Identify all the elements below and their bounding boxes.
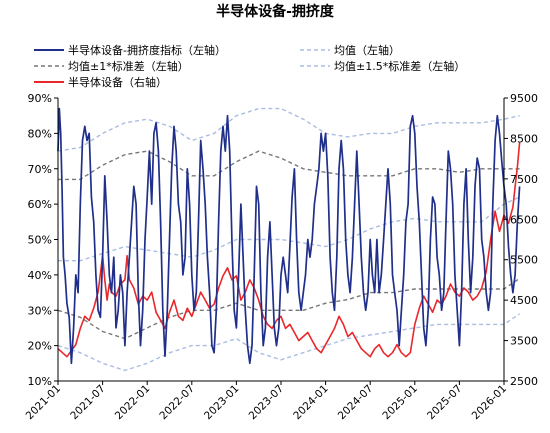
y-right-tick-label: 7500 xyxy=(510,173,538,186)
y-left-tick-label: 40% xyxy=(28,269,52,282)
y-left-tick-label: 10% xyxy=(28,375,52,388)
y-right-tick-label: 3500 xyxy=(510,335,538,348)
legend: 半导体设备-拥挤度指标（左轴） 均值（左轴） 均值±1*标准差（左轴） 均值±1.5*… xyxy=(34,43,465,89)
x-tick-label: 2025-07 xyxy=(425,383,465,423)
y-left-tick-label: 90% xyxy=(28,92,52,105)
y-left-tick-label: 50% xyxy=(28,234,52,247)
x-tick-label: 2021-01 xyxy=(24,383,64,423)
x-tick-label: 2023-01 xyxy=(202,383,242,423)
x-tick-label: 2024-01 xyxy=(291,383,331,423)
y-right-tick-label: 4500 xyxy=(510,294,538,307)
series-blue-group xyxy=(57,107,521,365)
series-line-0 xyxy=(57,107,521,365)
x-tick-label: 2022-01 xyxy=(113,383,153,423)
y-right-tick-label: 9500 xyxy=(510,92,538,105)
x-tick-label: 2022-07 xyxy=(157,383,197,423)
series-line-5 xyxy=(57,313,520,372)
x-tick-label: 2021-07 xyxy=(68,383,108,423)
legend-label-4: 半导体设备（右轴） xyxy=(68,75,167,89)
y-left-tick-label: 30% xyxy=(28,304,52,317)
y-left-tick-label: 60% xyxy=(28,198,52,211)
legend-label-3: 均值±1.5*标准差（左轴） xyxy=(334,59,465,73)
y-right-tick-label: 8500 xyxy=(510,132,538,145)
axes: 10% 20% 30% 40% 50% 60% 70% 80% 90% 2500 3500 4500 5… xyxy=(24,92,538,422)
x-tick-label: 2025-01 xyxy=(380,383,420,423)
x-tick-label: 2024-07 xyxy=(336,383,376,423)
series-line-6 xyxy=(57,142,521,358)
y-right-tick-label: 6500 xyxy=(510,213,538,226)
x-tick-label: 2023-07 xyxy=(247,383,287,423)
chart-title: 半导体设备-拥挤度 xyxy=(216,3,335,20)
series-red-group xyxy=(57,142,521,358)
guide-lines xyxy=(57,107,520,372)
y-left-tick-label: 20% xyxy=(28,340,52,353)
legend-label-0: 半导体设备-拥挤度指标（左轴） xyxy=(68,43,226,57)
y-right-tick-label: 2500 xyxy=(510,375,538,388)
legend-label-2: 均值±1*标准差（左轴） xyxy=(68,59,189,73)
legend-label-1: 均值（左轴） xyxy=(334,43,400,57)
y-right-tick-label: 5500 xyxy=(510,254,538,267)
series-line-4 xyxy=(57,107,520,152)
x-tick-label: 2026-01 xyxy=(470,383,510,423)
y-left-tick-label: 70% xyxy=(28,163,52,176)
y-left-tick-label: 80% xyxy=(28,127,52,140)
series-line-1 xyxy=(58,196,520,262)
